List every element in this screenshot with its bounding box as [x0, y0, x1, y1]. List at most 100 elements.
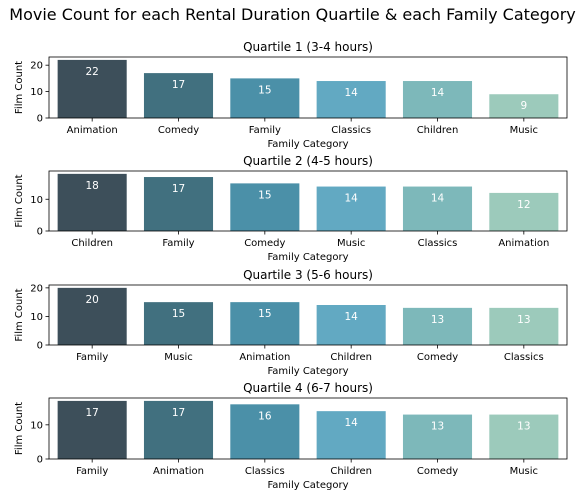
bar-value-label: 13: [431, 314, 444, 326]
y-tick-label: 10: [30, 312, 43, 323]
bar-value-label: 15: [258, 84, 271, 96]
y-axis-label: Film Count: [14, 61, 25, 114]
y-axis-label: Film Count: [14, 402, 25, 455]
bar-music: [489, 94, 559, 118]
bar-family: [57, 400, 127, 459]
x-tick-label: Music: [510, 466, 538, 477]
x-tick-label: Comedy: [244, 238, 285, 249]
bar-value-label: 22: [85, 66, 98, 78]
y-tick-label: 0: [37, 341, 43, 352]
y-tick-label: 10: [30, 420, 43, 431]
bar-children: [316, 411, 386, 459]
bar-animation: [143, 400, 214, 459]
bar-classics: [230, 404, 300, 459]
bar-value-label: 18: [85, 180, 98, 192]
axes-frame: [48, 56, 568, 119]
x-tick-label: Family: [162, 238, 194, 249]
x-tick-label: Animation: [239, 352, 290, 363]
y-axis-label: Film Count: [14, 174, 25, 227]
bar-value-label: 12: [517, 199, 530, 211]
bar-value-label: 14: [431, 87, 445, 99]
bar-comedy: [402, 307, 473, 345]
x-tick-label: Children: [330, 466, 372, 477]
bar-children: [57, 173, 127, 231]
x-tick-label: Family: [76, 352, 108, 363]
bar-value-label: 20: [85, 294, 98, 306]
y-axis-label: Film Count: [14, 288, 25, 341]
bar-children: [316, 305, 386, 345]
bar-animation: [57, 59, 127, 118]
bar-value-label: 14: [431, 193, 445, 205]
x-tick-label: Classics: [418, 238, 458, 249]
x-tick-label: Classics: [245, 466, 285, 477]
x-tick-label: Music: [510, 125, 538, 136]
x-tick-label: Music: [164, 352, 192, 363]
axes-frame: [48, 397, 568, 460]
figure-title: Movie Count for each Rental Duration Qua…: [9, 5, 576, 24]
bar-family: [57, 287, 127, 345]
subplot-1: Quartile 1 (3-4 hours) 22 Animation 17 Comed…: [14, 40, 568, 150]
y-tick-label: 20: [30, 61, 43, 72]
bar-value-label: 17: [172, 79, 185, 91]
bar-value-label: 14: [344, 311, 358, 323]
bar-value-label: 17: [172, 183, 185, 195]
bar-value-label: 13: [517, 314, 530, 326]
axes-frame: [48, 284, 568, 346]
subplot-2: Quartile 2 (4-5 hours) 18 Children 17 Family…: [14, 154, 568, 263]
x-tick-label: Classics: [331, 125, 371, 136]
bar-music: [316, 186, 386, 231]
bar-value-label: 14: [344, 193, 358, 205]
subplot-title: Quartile 1 (3-4 hours): [243, 40, 373, 54]
bar-music: [143, 302, 214, 345]
subplot-title: Quartile 2 (4-5 hours): [243, 154, 373, 168]
y-tick-label: 10: [30, 195, 43, 206]
y-tick-label: 0: [37, 114, 43, 125]
x-tick-label: Music: [337, 238, 365, 249]
bar-value-label: 17: [85, 407, 98, 419]
y-tick-label: 10: [30, 87, 43, 98]
x-tick-label: Comedy: [417, 352, 458, 363]
bar-comedy: [143, 73, 214, 118]
bar-family: [230, 78, 300, 118]
x-tick-label: Family: [76, 466, 108, 477]
subplot-title: Quartile 4 (6-7 hours): [243, 381, 373, 395]
axes-frame: [48, 170, 568, 232]
subplot-title: Quartile 3 (5-6 hours): [243, 268, 373, 282]
bar-animation: [230, 302, 300, 345]
bar-value-label: 14: [344, 417, 358, 429]
x-tick-label: Family: [249, 125, 281, 136]
x-tick-label: Animation: [498, 238, 549, 249]
bar-value-label: 17: [172, 407, 185, 419]
x-tick-label: Comedy: [158, 125, 199, 136]
bar-value-label: 15: [258, 308, 271, 320]
bar-classics: [316, 81, 386, 118]
bar-value-label: 13: [517, 421, 530, 433]
bar-animation: [489, 192, 559, 231]
x-tick-label: Comedy: [417, 466, 458, 477]
bar-value-label: 15: [258, 189, 271, 201]
bar-value-label: 13: [431, 421, 444, 433]
x-tick-label: Children: [71, 238, 113, 249]
bar-comedy: [230, 183, 300, 231]
x-tick-label: Animation: [67, 125, 118, 136]
subplot-3: Quartile 3 (5-6 hours) 20 Family 15 Music 15 A…: [14, 268, 568, 377]
subplot-4: Quartile 4 (6-7 hours) 17 Family 17 Animatio…: [14, 381, 568, 491]
bar-value-label: 14: [344, 87, 358, 99]
x-tick-label: Animation: [153, 466, 204, 477]
y-tick-label: 0: [37, 227, 43, 238]
bar-classics: [489, 307, 559, 345]
bar-value-label: 15: [172, 308, 185, 320]
bar-value-label: 9: [520, 100, 527, 112]
bar-classics: [402, 186, 473, 231]
y-tick-label: 0: [37, 455, 43, 466]
x-tick-label: Children: [330, 352, 372, 363]
x-axis-label: Family Category: [267, 139, 348, 150]
bar-comedy: [402, 414, 473, 459]
x-axis-label: Family Category: [267, 480, 348, 491]
bar-value-label: 16: [258, 410, 272, 422]
x-tick-label: Classics: [504, 352, 544, 363]
x-tick-label: Children: [417, 125, 459, 136]
bar-music: [489, 414, 559, 459]
x-axis-label: Family Category: [267, 366, 348, 377]
